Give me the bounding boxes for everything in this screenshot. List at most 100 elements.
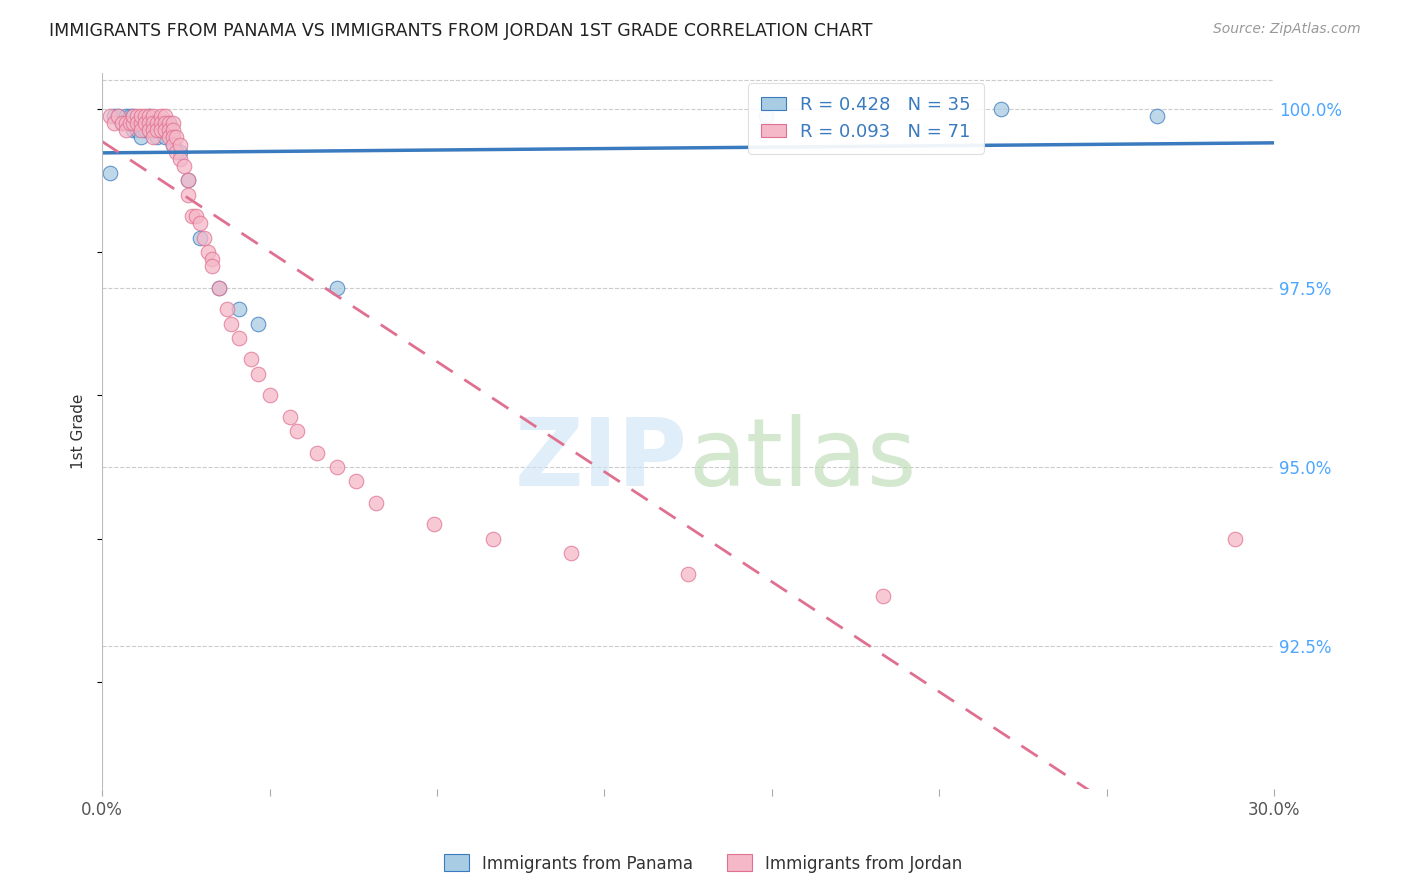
Point	[228, 331, 250, 345]
Point	[423, 517, 446, 532]
Point	[118, 109, 141, 123]
Point	[228, 302, 250, 317]
Y-axis label: 1st Grade: 1st Grade	[72, 393, 86, 469]
Point	[129, 130, 152, 145]
Point	[138, 116, 160, 130]
Point	[208, 281, 231, 295]
Point	[217, 302, 239, 317]
Point	[129, 116, 152, 130]
Point	[142, 123, 165, 137]
Point	[188, 230, 211, 244]
Text: Source: ZipAtlas.com: Source: ZipAtlas.com	[1213, 22, 1361, 37]
Point	[287, 424, 309, 438]
Point	[146, 123, 169, 137]
Point	[153, 130, 176, 145]
Point	[142, 123, 165, 137]
Point	[134, 109, 156, 123]
Text: ZIP: ZIP	[515, 414, 688, 506]
Point	[162, 130, 184, 145]
Point	[162, 123, 184, 137]
Text: atlas: atlas	[688, 414, 917, 506]
Text: IMMIGRANTS FROM PANAMA VS IMMIGRANTS FROM JORDAN 1ST GRADE CORRELATION CHART: IMMIGRANTS FROM PANAMA VS IMMIGRANTS FRO…	[49, 22, 873, 40]
Point	[157, 130, 180, 145]
Point	[149, 116, 172, 130]
Point	[325, 281, 347, 295]
Point	[169, 137, 191, 152]
Point	[200, 252, 222, 267]
Point	[127, 116, 149, 130]
Point	[177, 173, 200, 187]
Point	[247, 317, 270, 331]
Point	[122, 109, 145, 123]
Point	[153, 123, 176, 137]
Point	[162, 137, 184, 152]
Point	[219, 317, 242, 331]
Point	[122, 109, 145, 123]
Point	[181, 209, 204, 223]
Point	[107, 109, 129, 123]
Point	[305, 445, 328, 459]
Point	[193, 230, 215, 244]
Point	[157, 123, 180, 137]
Point	[153, 123, 176, 137]
Point	[676, 567, 699, 582]
Point	[188, 216, 211, 230]
Point	[129, 123, 152, 137]
Point	[149, 116, 172, 130]
Point	[344, 474, 367, 488]
Point	[142, 109, 165, 123]
Point	[129, 109, 152, 123]
Point	[142, 116, 165, 130]
Point	[111, 116, 134, 130]
Point	[138, 123, 160, 137]
Point	[990, 102, 1012, 116]
Point	[177, 187, 200, 202]
Point	[138, 109, 160, 123]
Point	[197, 245, 219, 260]
Point	[173, 159, 195, 173]
Point	[98, 166, 121, 180]
Point	[146, 130, 169, 145]
Point	[481, 532, 503, 546]
Point	[118, 116, 141, 130]
Point	[1146, 109, 1168, 123]
Point	[200, 260, 222, 274]
Point	[1223, 532, 1246, 546]
Point	[169, 145, 191, 159]
Point	[111, 116, 134, 130]
Point	[122, 123, 145, 137]
Point	[560, 546, 582, 560]
Point	[114, 109, 136, 123]
Point	[129, 116, 152, 130]
Point	[98, 109, 121, 123]
Point	[162, 137, 184, 152]
Point	[142, 130, 165, 145]
Point	[247, 367, 270, 381]
Point	[114, 123, 136, 137]
Point	[138, 123, 160, 137]
Point	[208, 281, 231, 295]
Point	[118, 116, 141, 130]
Point	[259, 388, 281, 402]
Point	[122, 116, 145, 130]
Point	[149, 123, 172, 137]
Point	[107, 109, 129, 123]
Point	[157, 116, 180, 130]
Point	[239, 352, 262, 367]
Point	[103, 116, 125, 130]
Point	[138, 109, 160, 123]
Point	[165, 145, 187, 159]
Point	[127, 123, 149, 137]
Point	[153, 109, 176, 123]
Point	[169, 152, 191, 166]
Point	[146, 116, 169, 130]
Point	[127, 116, 149, 130]
Point	[165, 130, 187, 145]
Point	[184, 209, 207, 223]
Point	[325, 459, 347, 474]
Point	[278, 409, 301, 424]
Point	[177, 173, 200, 187]
Point	[153, 116, 176, 130]
Point	[157, 116, 180, 130]
Legend: R = 0.428   N = 35, R = 0.093   N = 71: R = 0.428 N = 35, R = 0.093 N = 71	[748, 84, 984, 153]
